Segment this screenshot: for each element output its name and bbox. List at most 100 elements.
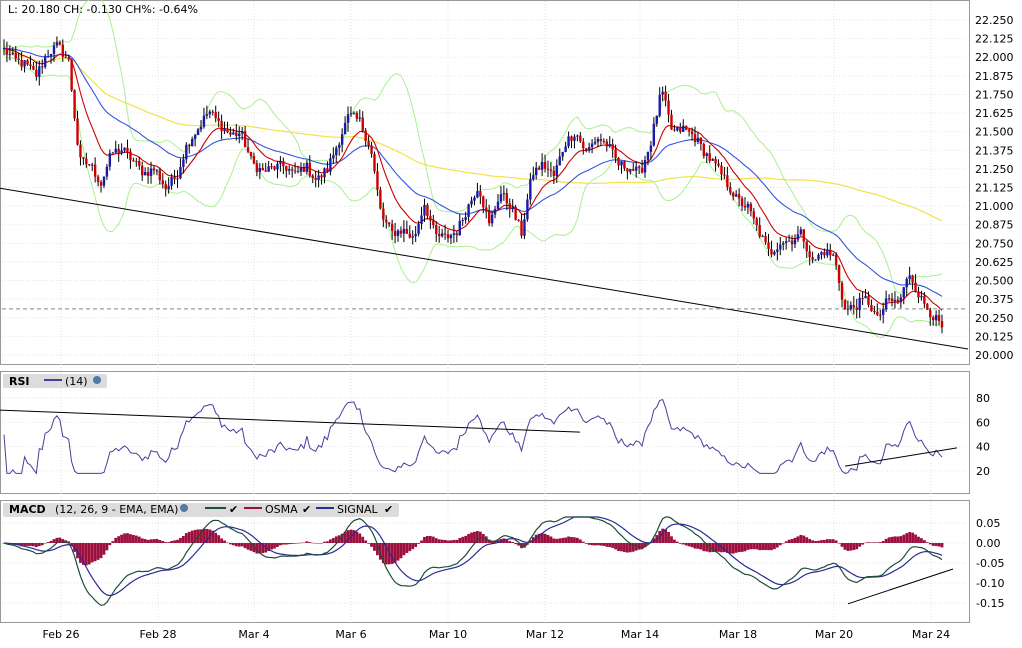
osma-bar — [711, 543, 715, 553]
osma-bar — [740, 543, 744, 552]
osma-bar — [717, 543, 720, 552]
osma-bar — [314, 543, 318, 544]
osma-bar — [67, 541, 71, 543]
macd-settings-icon[interactable] — [180, 504, 188, 512]
candle-body — [535, 167, 538, 176]
osma-bar — [437, 539, 441, 543]
osma-bar — [211, 530, 215, 543]
osma-bar — [164, 542, 168, 543]
osma-bar — [114, 537, 118, 543]
candle-body — [634, 166, 638, 171]
osma-bar — [620, 543, 623, 552]
osma-bar — [593, 543, 597, 546]
osma-bar — [493, 540, 497, 543]
rsi-line — [3, 398, 943, 475]
osma-check-icon[interactable]: ✔ — [302, 503, 311, 516]
osma-bar — [675, 541, 679, 543]
osma-bar — [705, 543, 709, 552]
osma-bar — [81, 543, 85, 565]
osma-bar — [223, 540, 226, 543]
candle-body — [299, 167, 303, 172]
candle-body — [611, 144, 614, 150]
candle-body — [884, 298, 888, 309]
osma-bar — [617, 543, 620, 552]
osma-bar — [770, 543, 773, 551]
osma-bar — [34, 543, 38, 548]
candle-body — [582, 141, 585, 149]
candle-body — [432, 220, 435, 226]
candle-body — [514, 206, 517, 220]
osma-bar — [446, 540, 450, 543]
osma-bar — [552, 538, 556, 543]
candle-body — [917, 291, 920, 298]
candle-body — [261, 167, 264, 171]
osma-bar — [517, 543, 520, 546]
candle-body — [123, 147, 126, 151]
osma-bar — [599, 543, 603, 546]
price-tick-label: 20.875 — [975, 219, 1014, 232]
osma-bar — [387, 543, 391, 565]
candle-body — [429, 216, 432, 221]
candle-body — [696, 137, 700, 142]
candle-body — [476, 191, 479, 198]
osma-bar — [484, 536, 488, 543]
candle-body — [199, 126, 203, 130]
candle-body — [305, 162, 309, 172]
osma-bar — [467, 533, 470, 543]
candle-body — [834, 254, 838, 266]
osma-bar — [158, 539, 162, 543]
candle-body — [338, 144, 341, 148]
osma-bar — [405, 543, 409, 553]
osma-bar — [511, 541, 515, 543]
osma-bar — [614, 543, 618, 550]
price-readout: L: 20.180 CH: -0.130 CH%: -0.64% — [8, 3, 198, 16]
macd-line-check-icon[interactable]: ✔ — [229, 503, 238, 516]
osma-bar — [161, 541, 165, 543]
osma-bar — [326, 541, 329, 543]
osma-bar — [690, 543, 694, 548]
osma-bar — [40, 543, 44, 546]
osma-bar — [299, 542, 303, 544]
rsi-title: RSI — [9, 375, 30, 388]
osma-bar — [367, 543, 371, 544]
osma-bar — [790, 539, 794, 543]
rsi-tick-label: 60 — [976, 416, 990, 429]
candle-body — [126, 147, 129, 152]
candle-body — [679, 127, 682, 132]
candle-body — [873, 311, 876, 313]
candle-body — [214, 112, 217, 119]
candle-body — [158, 170, 162, 181]
osma-bar — [825, 539, 829, 543]
osma-bar — [678, 543, 682, 544]
osma-bar — [514, 543, 518, 545]
osma-bar — [17, 543, 21, 546]
candle-body — [26, 60, 29, 65]
candle-body — [185, 144, 188, 160]
candle-body — [114, 148, 117, 153]
osma-bar — [661, 528, 665, 543]
candle-body — [232, 132, 235, 135]
osma-bar — [134, 535, 138, 543]
candle-body — [376, 171, 379, 190]
osma-bar — [226, 542, 229, 544]
candle-body — [423, 204, 426, 216]
osma-bar — [93, 543, 97, 562]
candle-body — [105, 166, 109, 177]
osma-bar — [240, 543, 244, 547]
candle-body — [288, 169, 291, 171]
osma-bar — [628, 543, 632, 553]
osma-bar — [205, 528, 209, 543]
osma-bar — [481, 533, 485, 543]
rsi-settings-icon[interactable] — [93, 376, 101, 384]
candle-body — [829, 249, 832, 256]
osma-bar — [508, 541, 512, 543]
macd-tick-label: 0.00 — [976, 537, 1001, 550]
candle-body — [455, 233, 459, 236]
candle-body — [832, 254, 835, 256]
candle-body — [52, 45, 56, 55]
candle-body — [649, 145, 653, 152]
signal-check-icon[interactable]: ✔ — [384, 503, 393, 516]
candle-body — [405, 228, 409, 234]
price-tick-label: 21.875 — [975, 70, 1014, 83]
candle-body — [332, 155, 335, 159]
